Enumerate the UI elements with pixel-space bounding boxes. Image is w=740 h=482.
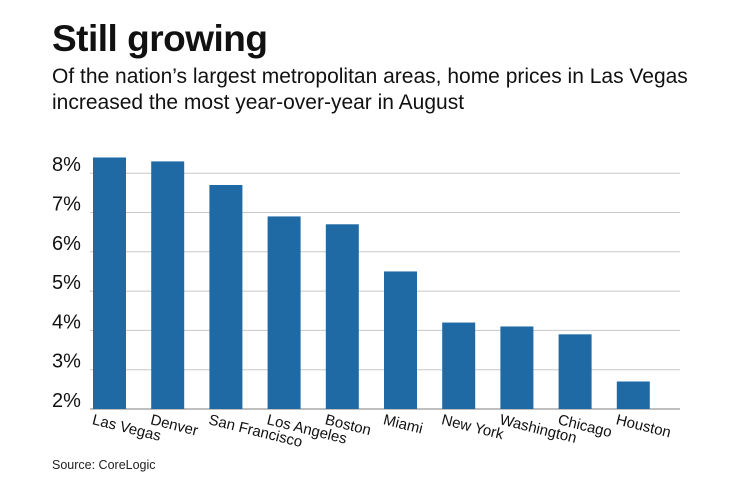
y-tick-label: 3% <box>52 351 81 373</box>
bars <box>93 157 650 409</box>
y-tick-label: 5% <box>52 272 81 294</box>
bar-washington <box>500 326 534 409</box>
bar-chicago <box>558 334 592 409</box>
x-category-label: Miami <box>382 411 425 437</box>
y-tick-label: 4% <box>52 311 81 333</box>
chart-subtitle: Of the nation’s largest metropolitan are… <box>52 65 688 114</box>
bar-las-vegas <box>93 157 126 409</box>
bar-houston <box>616 381 650 409</box>
y-tick-label: 6% <box>52 233 81 255</box>
bar-los-angeles <box>267 216 301 409</box>
y-tick-label: 8% <box>52 154 81 176</box>
x-category-label: New York <box>440 411 506 443</box>
bar-san-francisco <box>209 184 243 409</box>
bar-denver <box>151 161 185 409</box>
bar-new-york <box>442 322 476 409</box>
y-tick-label: 7% <box>52 194 81 216</box>
bar-boston <box>325 224 359 409</box>
y-axis-tick-labels: 2% 3% 4% 5% 6% 7% 8% <box>52 154 81 412</box>
x-category-label: Houston <box>614 411 672 441</box>
chart-title: Still growing <box>52 18 268 59</box>
bar-miami <box>384 271 417 409</box>
source-note: Source: CoreLogic <box>52 458 156 472</box>
y-tick-label: 2% <box>52 390 81 412</box>
